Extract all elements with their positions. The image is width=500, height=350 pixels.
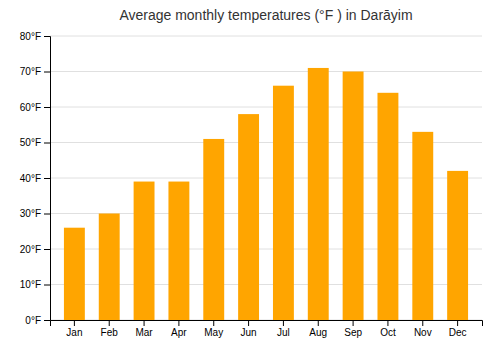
y-tick-mark [44, 36, 50, 37]
x-axis-line [51, 321, 483, 327]
x-tick-label: Oct [380, 327, 396, 338]
y-tick: 20°F [20, 244, 50, 255]
x-tick: Aug [309, 320, 327, 338]
y-tick: 70°F [20, 66, 50, 77]
y-tick-label: 30°F [20, 208, 41, 219]
bar [168, 182, 189, 320]
title: Average monthly temperatures (°F ) in Da… [119, 7, 412, 23]
x-tick-mark [178, 320, 179, 326]
x-tick-mark [283, 320, 284, 326]
x-tick-label: Feb [101, 327, 119, 338]
y-tick-label: 10°F [20, 279, 41, 290]
bar [273, 86, 294, 320]
y-axis: 0°F 10°F 20°F 30°F 40°F 50°F 60°F 70°F 80°F [20, 31, 51, 326]
x-tick-mark [387, 320, 388, 326]
x-tick-mark [109, 320, 110, 326]
y-tick-label: 0°F [25, 315, 41, 326]
bar [412, 132, 433, 320]
y-tick: 40°F [20, 173, 50, 184]
x-tick: Jan [66, 320, 82, 338]
x-tick-label: Sep [344, 327, 362, 338]
x-tick-label: Apr [171, 327, 187, 338]
y-tick-label: 70°F [20, 66, 41, 77]
y-tick-mark [44, 285, 50, 286]
bar [99, 214, 120, 321]
bar [308, 68, 329, 320]
bars [64, 68, 468, 320]
y-tick: 0°F [25, 315, 50, 326]
x-tick: Oct [380, 320, 396, 338]
x-tick-mark [248, 320, 249, 326]
x-tick-label: Mar [135, 327, 153, 338]
x-tick-mark [213, 320, 214, 326]
y-tick: 50°F [20, 137, 50, 148]
x-tick-label: Nov [414, 327, 432, 338]
y-tick-label: 40°F [20, 173, 41, 184]
y-tick-label: 20°F [20, 244, 41, 255]
bar [377, 93, 398, 320]
x-tick-mark [144, 320, 145, 326]
x-tick: Jun [241, 320, 257, 338]
bar [203, 139, 224, 320]
x-tick-label: Aug [309, 327, 327, 338]
chart-container: Jan Feb Mar Apr May Jun Jul Aug Sep Oct Nov Dec 0°F 1… [0, 0, 500, 350]
x-tick-mark [74, 320, 75, 326]
x-tick-label: Jun [241, 327, 257, 338]
y-tick-label: 60°F [20, 102, 41, 113]
grid [50, 36, 482, 320]
bar [134, 182, 155, 320]
x-tick-mark [318, 320, 319, 326]
bar [343, 72, 364, 321]
chart-svg: Jan Feb Mar Apr May Jun Jul Aug Sep Oct Nov Dec 0°F 1… [0, 0, 500, 350]
y-tick-mark [44, 143, 50, 144]
y-tick-mark [44, 72, 50, 73]
y-tick-mark [44, 249, 50, 250]
bar [238, 114, 259, 320]
x-tick: Feb [101, 320, 119, 338]
y-tick: 10°F [20, 279, 50, 290]
grid-line [50, 107, 482, 108]
x-tick: Jul [277, 320, 290, 338]
bar [447, 171, 468, 320]
x-tick: Apr [171, 320, 187, 338]
grid-line [50, 36, 482, 37]
x-tick-label: Jul [277, 327, 290, 338]
x-tick-label: Jan [66, 327, 82, 338]
x-tick-mark [422, 320, 423, 326]
y-tick-mark [44, 178, 50, 179]
x-tick: Sep [344, 320, 362, 338]
y-tick: 60°F [20, 102, 50, 113]
y-tick: 30°F [20, 208, 50, 219]
x-tick-mark [353, 320, 354, 326]
y-tick-label: 50°F [20, 137, 41, 148]
y-tick-mark [44, 107, 50, 108]
x-tick: Mar [135, 320, 153, 338]
grid-line [50, 71, 482, 72]
x-tick: May [204, 320, 223, 338]
x-tick-label: Dec [449, 327, 467, 338]
x-tick: Nov [414, 320, 432, 338]
y-tick-mark [44, 320, 50, 321]
y-tick-label: 80°F [20, 31, 41, 42]
x-tick: Dec [449, 320, 467, 338]
x-axis: Jan Feb Mar Apr May Jun Jul Aug Sep Oct Nov Dec [51, 320, 483, 338]
y-axis-line [44, 37, 51, 321]
bar [64, 228, 85, 320]
y-tick-mark [44, 214, 50, 215]
y-tick: 80°F [20, 31, 50, 42]
x-tick-label: May [204, 327, 223, 338]
x-tick-mark [457, 320, 458, 326]
